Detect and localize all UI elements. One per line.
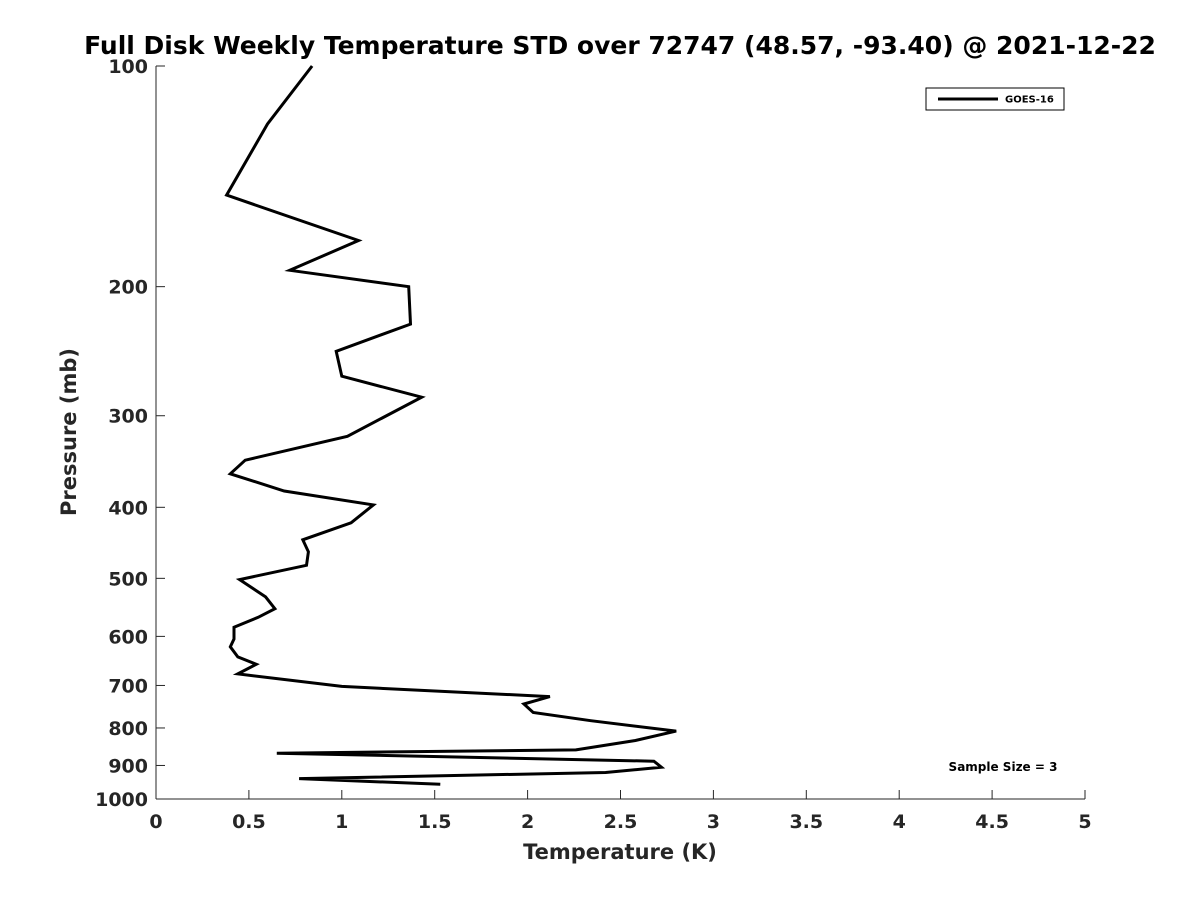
- x-tick-label: 2: [521, 811, 534, 833]
- y-axis-ticks: 100 200 300 400 500 600 700 800 900 1000: [95, 56, 165, 811]
- x-tick-label: 3: [707, 811, 720, 833]
- y-tick-label: 900: [108, 755, 148, 777]
- y-tick-label: 600: [108, 626, 148, 648]
- x-tick-label: 0.5: [232, 811, 266, 833]
- x-tick-label: 3.5: [789, 811, 823, 833]
- x-tick-label: 5: [1078, 811, 1091, 833]
- y-tick-label: 800: [108, 718, 148, 740]
- y-tick-label: 700: [108, 675, 148, 697]
- sample-size-annotation: Sample Size = 3: [949, 760, 1058, 774]
- x-tick-label: 1: [335, 811, 348, 833]
- y-tick-label: 200: [108, 277, 148, 299]
- series-line-goes-16: [224, 65, 677, 786]
- y-tick-label: 100: [108, 56, 148, 78]
- y-tick-label: 1000: [95, 789, 148, 811]
- chart-title: Full Disk Weekly Temperature STD over 72…: [84, 31, 1156, 60]
- legend: GOES-16: [925, 87, 1065, 111]
- x-tick-label: 1.5: [418, 811, 452, 833]
- x-axis-label: Temperature (K): [523, 840, 717, 864]
- y-tick-label: 500: [108, 568, 148, 590]
- series-group: [224, 65, 677, 786]
- y-tick-label: 300: [108, 406, 148, 428]
- x-axis-ticks: 0 0.5 1 1.5 2 2.5 3 3.5 4 4.5 5: [149, 790, 1092, 833]
- x-tick-label: 2.5: [604, 811, 638, 833]
- x-tick-label: 0: [149, 811, 162, 833]
- y-axis-label: Pressure (mb): [57, 348, 81, 516]
- y-tick-label: 400: [108, 497, 148, 519]
- x-tick-label: 4: [893, 811, 906, 833]
- x-tick-label: 4.5: [975, 811, 1009, 833]
- legend-label-goes-16: GOES-16: [1005, 95, 1054, 106]
